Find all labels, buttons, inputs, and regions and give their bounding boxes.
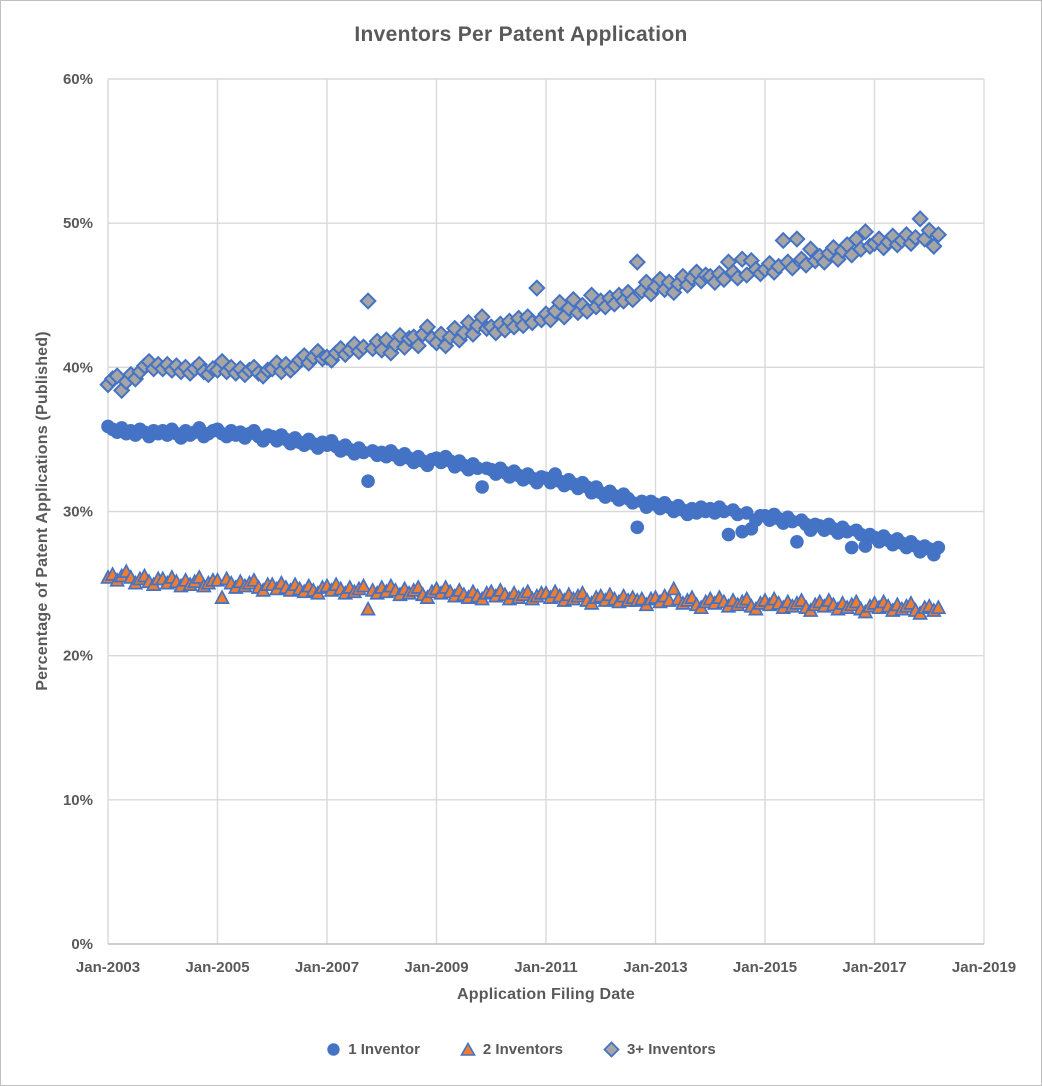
legend-item-2-inventors: 2 Inventors (460, 1041, 563, 1058)
data-point (715, 270, 733, 289)
legend-label: 3+ Inventors (626, 1041, 716, 1058)
diamond-marker-icon (603, 1041, 620, 1058)
legend-label: 2 Inventors (482, 1041, 563, 1058)
x-tick-labels: Jan-2003 Jan-2005 Jan-2007 Jan-2009 Jan-2011… (76, 959, 1016, 976)
data-point (528, 279, 546, 297)
data-point (582, 286, 601, 304)
data-point (446, 319, 464, 338)
x-tick-label: Jan-2007 (295, 959, 359, 976)
data-point (418, 318, 437, 336)
data-point (911, 210, 929, 228)
data-point (432, 325, 450, 343)
gridlines (107, 78, 985, 944)
data-point (788, 230, 806, 248)
legend: 1 Inventor 2 Inventors 3+ Inventors (1, 1041, 1041, 1058)
x-tick-label: Jan-2005 (185, 959, 249, 976)
legend-item-1-inventor: 1 Inventor (326, 1041, 420, 1058)
triangle-marker-icon (460, 1042, 476, 1056)
data-point (774, 231, 792, 250)
data-point (359, 292, 377, 310)
data-point (931, 540, 946, 555)
data-point (925, 237, 943, 255)
y-tick-label: 20% (63, 648, 93, 665)
data-point (361, 474, 375, 489)
data-point (630, 520, 645, 535)
data-point (790, 534, 804, 549)
data-point (355, 577, 372, 593)
data-point (856, 223, 875, 241)
x-tick-label: Jan-2019 (952, 959, 1016, 976)
data-point (739, 506, 754, 520)
data-point (929, 225, 948, 244)
x-tick-label: Jan-2009 (404, 959, 468, 976)
chart-title: Inventors Per Patent Application (354, 23, 688, 46)
data-point (623, 290, 642, 309)
legend-item-3plus-inventors: 3+ Inventors (603, 1041, 716, 1058)
data-point (637, 273, 656, 291)
circle-marker-icon (327, 1043, 340, 1056)
series-2-inventors-points (100, 563, 947, 620)
data-point (930, 599, 947, 615)
x-tick-label: Jan-2015 (733, 959, 797, 976)
series-1-inventor-points (101, 419, 946, 562)
data-point (550, 293, 569, 312)
data-point (844, 540, 859, 555)
data-point (360, 600, 376, 616)
x-tick-label: Jan-2011 (514, 959, 577, 976)
data-point (824, 238, 843, 257)
data-point (564, 290, 583, 309)
data-point (409, 336, 427, 355)
data-point (473, 308, 491, 326)
x-tick-label: Jan-2003 (76, 959, 140, 976)
data-point (783, 259, 802, 277)
y-tick-label: 10% (63, 792, 93, 809)
y-tick-labels: 0% 10% 20% 30% 40% 50% 60% (63, 71, 93, 953)
data-point (459, 313, 478, 332)
series-3-inventors-points (99, 210, 948, 400)
y-tick-label: 50% (63, 215, 93, 232)
y-axis-title: Percentage of Patent Applications (Publi… (34, 331, 51, 691)
x-axis-title: Application Filing Date (457, 986, 635, 1003)
data-point (214, 589, 230, 604)
data-point (191, 569, 208, 584)
data-point (801, 240, 820, 258)
data-point (665, 580, 682, 596)
data-point (920, 221, 938, 240)
data-point (858, 539, 873, 553)
data-point (628, 253, 646, 271)
data-point (475, 480, 489, 494)
y-tick-label: 30% (63, 504, 93, 521)
legend-label: 1 Inventor (348, 1041, 420, 1058)
data-point (721, 527, 736, 542)
x-tick-label: Jan-2017 (842, 959, 906, 976)
y-tick-label: 40% (63, 359, 93, 376)
y-tick-label: 60% (63, 71, 93, 88)
x-tick-label: Jan-2013 (623, 959, 687, 976)
y-tick-label: 0% (71, 936, 93, 953)
